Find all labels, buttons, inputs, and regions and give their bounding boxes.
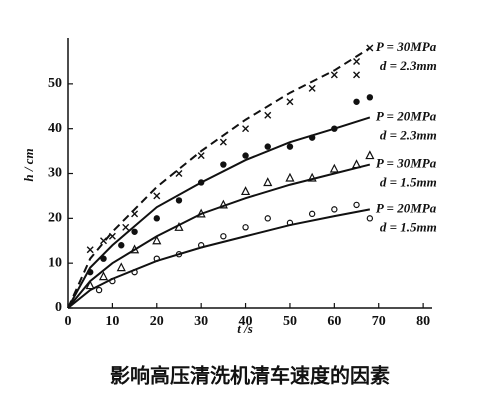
dot-marker (353, 98, 360, 105)
fit-curve (67, 163, 371, 309)
dot-marker (286, 143, 294, 150)
dot-marker (366, 94, 374, 101)
cross-marker (353, 57, 361, 65)
cross-marker (264, 111, 272, 119)
fit-curve (67, 208, 371, 309)
triangle-marker (263, 177, 273, 187)
x-tick-label: 80 (416, 314, 430, 329)
x-tick-label: 70 (372, 314, 386, 329)
chart-title: 影响高压清洗机清车速度的因素 (110, 364, 390, 388)
circle-marker (95, 286, 103, 294)
series-label: P = 20MPa (376, 108, 437, 123)
cross-marker (366, 44, 374, 52)
dot-marker (308, 134, 316, 141)
dot-marker (264, 143, 271, 150)
cross-marker (100, 237, 108, 245)
circle-marker (331, 206, 338, 213)
x-tick-label: 40 (239, 314, 253, 329)
series-label: P = 20MPa (376, 200, 437, 215)
triangle-marker (85, 280, 95, 290)
triangle-marker (240, 186, 251, 196)
x-axis-label: t /s (237, 321, 253, 336)
y-tick-label: 20 (48, 211, 62, 226)
triangle-marker (285, 172, 295, 182)
dot-marker (242, 152, 249, 159)
y-tick-label: 40 (48, 121, 62, 136)
cross-marker (131, 210, 139, 218)
y-tick-label: 30 (48, 166, 62, 181)
triangle-marker (351, 159, 362, 169)
circle-marker (286, 219, 294, 227)
cross-marker (153, 192, 161, 200)
cross-marker (86, 246, 94, 254)
triangle-marker (365, 150, 375, 160)
triangle-marker (218, 199, 228, 209)
x-tick-label: 50 (283, 314, 297, 329)
x-tick-label: 20 (150, 314, 164, 329)
y-tick-label: 10 (48, 255, 62, 270)
cross-marker (286, 98, 294, 106)
circle-marker (242, 224, 249, 231)
y-axis-label: h / cm (21, 148, 36, 181)
triangle-marker (130, 244, 140, 254)
dot-marker (197, 179, 205, 186)
dot-marker (131, 228, 138, 235)
x-tick-label: 60 (327, 314, 341, 329)
circle-marker (109, 277, 116, 285)
triangle-marker (174, 221, 184, 231)
dot-marker (331, 125, 338, 132)
triangle-marker (329, 163, 339, 173)
y-tick-label: 0 (55, 300, 62, 315)
triangle-marker (98, 271, 109, 281)
series-label: d = 2.3mm (380, 127, 437, 142)
triangle-marker (152, 235, 162, 245)
circle-marker (153, 255, 160, 262)
circle-marker (264, 215, 271, 222)
cross-marker (242, 125, 250, 133)
y-tick-label: 50 (48, 76, 62, 91)
x-tick-label: 30 (194, 314, 208, 329)
dot-marker (100, 255, 107, 262)
cross-marker (330, 71, 338, 79)
dot-marker (86, 268, 94, 276)
cross-marker (108, 232, 116, 240)
cross-marker (122, 223, 130, 231)
circle-marker (197, 242, 205, 249)
cross-marker (197, 152, 205, 160)
circle-marker (175, 251, 183, 258)
cross-marker (175, 170, 183, 178)
x-tick-label: 0 (65, 314, 72, 329)
circle-marker (308, 210, 316, 218)
fit-curve (67, 47, 371, 309)
circle-marker (131, 268, 138, 276)
circle-marker (366, 215, 374, 222)
dot-marker (118, 242, 125, 249)
triangle-marker (196, 208, 206, 218)
dot-marker (175, 197, 183, 204)
circle-marker (353, 201, 360, 209)
cross-marker (308, 84, 316, 92)
dot-marker (220, 161, 227, 168)
series-label: d = 1.5mm (380, 219, 437, 234)
series-label: d = 2.3mm (380, 58, 437, 73)
circle-marker (220, 233, 227, 240)
series-label: P = 30MPa (376, 156, 437, 171)
triangle-marker (307, 172, 317, 182)
x-tick-label: 10 (105, 314, 119, 329)
series-label: d = 1.5mm (380, 175, 437, 190)
series-label: P = 30MPa (376, 39, 437, 54)
cross-marker (219, 138, 227, 146)
cross-marker (353, 71, 361, 79)
dot-marker (153, 215, 160, 222)
triangle-marker (116, 262, 126, 272)
